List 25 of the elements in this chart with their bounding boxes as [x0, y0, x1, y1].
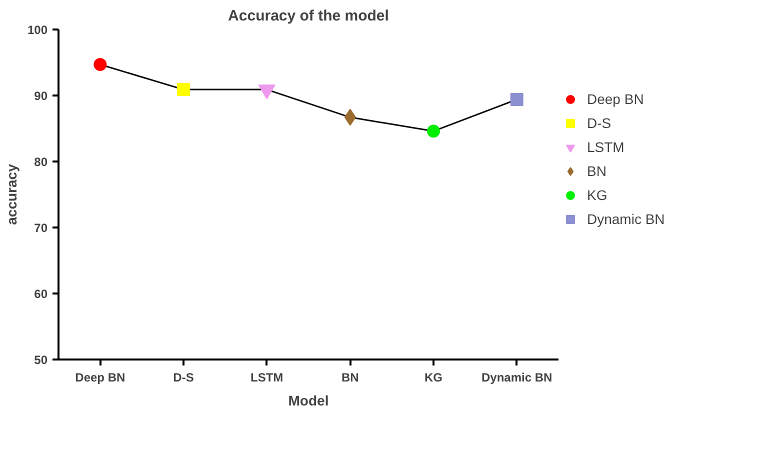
y-tick-label: 90 — [34, 89, 48, 103]
point — [94, 58, 107, 71]
x-tick-label: Dynamic BN — [481, 370, 552, 384]
y-tick-label: 60 — [34, 287, 48, 301]
y-tick-label: 70 — [34, 221, 48, 235]
y-tick-label: 50 — [34, 353, 48, 367]
x-axis-title: Model — [288, 392, 329, 408]
legend-label: Deep BN — [587, 91, 644, 107]
legend-label: LSTM — [587, 139, 624, 155]
legend-label: D-S — [587, 115, 612, 131]
point — [510, 92, 524, 106]
x-tick-label: LSTM — [250, 370, 284, 384]
legend-label: Dynamic BN — [587, 211, 665, 227]
legend-label: BN — [587, 163, 607, 179]
point — [177, 83, 190, 96]
point — [427, 124, 440, 138]
x-tick-label: D-S — [173, 370, 194, 384]
y-tick-label: 80 — [34, 155, 48, 169]
x-tick-label: Deep BN — [75, 370, 126, 384]
x-tick-label: KG — [424, 370, 442, 384]
y-axis-title: accuracy — [3, 164, 20, 225]
x-tick-label: BN — [342, 370, 359, 384]
legend-label: KG — [587, 187, 608, 203]
chart-title: Accuracy of the model — [228, 8, 389, 24]
y-tick-label: 100 — [27, 23, 48, 37]
